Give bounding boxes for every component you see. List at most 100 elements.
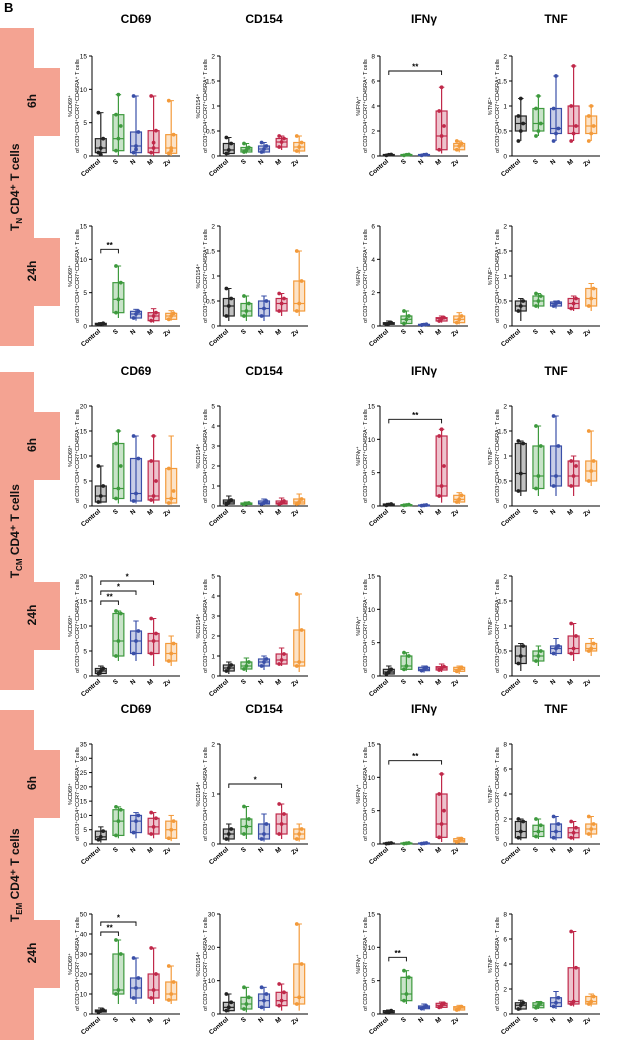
y-tick-label: 10: [80, 87, 88, 94]
subplot-1-6h-CD69: 0 5 10 15 20 %CD69⁺ of CD3⁺CD4⁺CCR7⁺CD45RA⁻ T …: [67, 404, 180, 528]
significance-bracket: [100, 248, 119, 254]
data-point: [518, 304, 523, 308]
data-point: [169, 314, 174, 318]
y-tick-label: 1: [211, 274, 215, 281]
data-point: [534, 659, 538, 663]
data-point: [569, 819, 574, 824]
data-point: [516, 309, 521, 313]
x-tick-label: Control: [500, 678, 522, 698]
data-point: [118, 807, 123, 812]
data-point: [131, 94, 136, 98]
data-point: [454, 147, 459, 152]
data-point: [229, 827, 234, 831]
time-tab: [0, 412, 60, 480]
data-point: [151, 988, 156, 992]
data-point: [118, 280, 123, 285]
data-point: [149, 150, 154, 155]
data-point: [297, 145, 302, 149]
y-tick-label: 1.5: [498, 599, 507, 606]
data-point: [439, 85, 444, 90]
box-Control: [94, 138, 107, 154]
x-tick-label: Control: [208, 508, 230, 528]
x-tick-label: S: [112, 846, 120, 855]
data-point: [439, 822, 444, 826]
data-point: [246, 995, 251, 1000]
data-point: [536, 299, 541, 303]
x-tick-label: N: [417, 1016, 425, 1025]
x-tick-label: S: [400, 508, 408, 517]
y-tick-label: 10: [80, 992, 88, 999]
y-tick-label: 0.5: [498, 479, 507, 486]
data-point: [439, 484, 444, 488]
y-axis-label: %CD154⁺: [195, 781, 202, 806]
box-Zv: [293, 280, 306, 312]
box-S: [112, 114, 125, 152]
y-tick-label: 3: [211, 444, 215, 451]
column-title: IFNγ: [410, 702, 437, 716]
data-point: [569, 835, 574, 840]
data-point: [571, 999, 576, 1004]
significance-label: *: [117, 914, 121, 923]
data-point: [457, 497, 462, 502]
box-M: [567, 967, 580, 1005]
y-axis-label: %CD69⁺: [67, 445, 74, 467]
data-point: [591, 641, 596, 646]
data-point: [114, 496, 118, 501]
y-tick-label: 4: [211, 594, 215, 601]
y-axis-label-of: of CD3⁺CD4⁺CCR7⁺CD45RA⁺ T cells: [362, 229, 369, 323]
x-tick-label: S: [532, 1016, 540, 1025]
data-point: [556, 444, 561, 448]
y-tick-label: 20: [80, 784, 88, 791]
y-tick-label: 5: [83, 120, 87, 127]
data-point: [136, 813, 141, 818]
data-point: [166, 98, 171, 103]
data-point: [554, 131, 558, 136]
x-tick-label: S: [400, 328, 408, 337]
data-point: [437, 434, 442, 438]
column-title: TNF: [544, 702, 568, 716]
x-tick-label: M: [434, 846, 443, 855]
x-tick-label: N: [417, 678, 425, 687]
data-point: [297, 995, 302, 1000]
x-tick-label: Zv: [450, 678, 461, 688]
data-point: [131, 316, 136, 320]
significance-bracket: [100, 931, 119, 936]
y-tick-label: 0: [371, 1012, 375, 1019]
x-tick-label: M: [566, 328, 575, 337]
x-tick-label: M: [146, 1016, 155, 1025]
box-N: [129, 131, 143, 154]
data-point: [114, 441, 118, 446]
y-tick-label: 0.5: [498, 129, 507, 136]
data-point: [294, 249, 299, 253]
data-point: [171, 489, 176, 493]
data-point: [536, 94, 541, 98]
box-Zv: [165, 134, 178, 154]
significance-bracket: [100, 600, 119, 605]
data-point: [166, 836, 171, 841]
data-point: [299, 279, 304, 283]
data-point: [442, 1001, 446, 1006]
data-point: [569, 484, 574, 488]
data-point: [246, 145, 251, 150]
data-point: [114, 833, 118, 838]
y-axis-label: %CD154⁺: [195, 443, 202, 468]
y-tick-label: 0: [371, 154, 375, 161]
data-point: [259, 140, 264, 145]
data-point: [224, 151, 229, 156]
y-tick-label: 2: [211, 464, 215, 471]
data-point: [518, 1003, 523, 1008]
panel-letter: B: [4, 0, 14, 15]
x-tick-label: N: [417, 158, 425, 167]
subplot-0-24h-CD69: 0 5 10 15 %CD69⁺ of CD3⁺CD4⁺CCR7⁺CD45RA⁺ T ce…: [67, 224, 180, 348]
y-axis-label: %CD69⁺: [67, 265, 74, 287]
data-point: [294, 592, 299, 596]
y-tick-label: 2: [503, 404, 507, 411]
y-tick-label: 0: [211, 674, 215, 681]
data-point: [424, 503, 429, 507]
data-point: [282, 990, 286, 995]
box-Control: [94, 485, 107, 503]
x-tick-label: Control: [500, 846, 522, 866]
y-tick-label: 3: [211, 614, 215, 621]
data-point: [454, 139, 459, 143]
column-title: IFNγ: [410, 12, 437, 26]
